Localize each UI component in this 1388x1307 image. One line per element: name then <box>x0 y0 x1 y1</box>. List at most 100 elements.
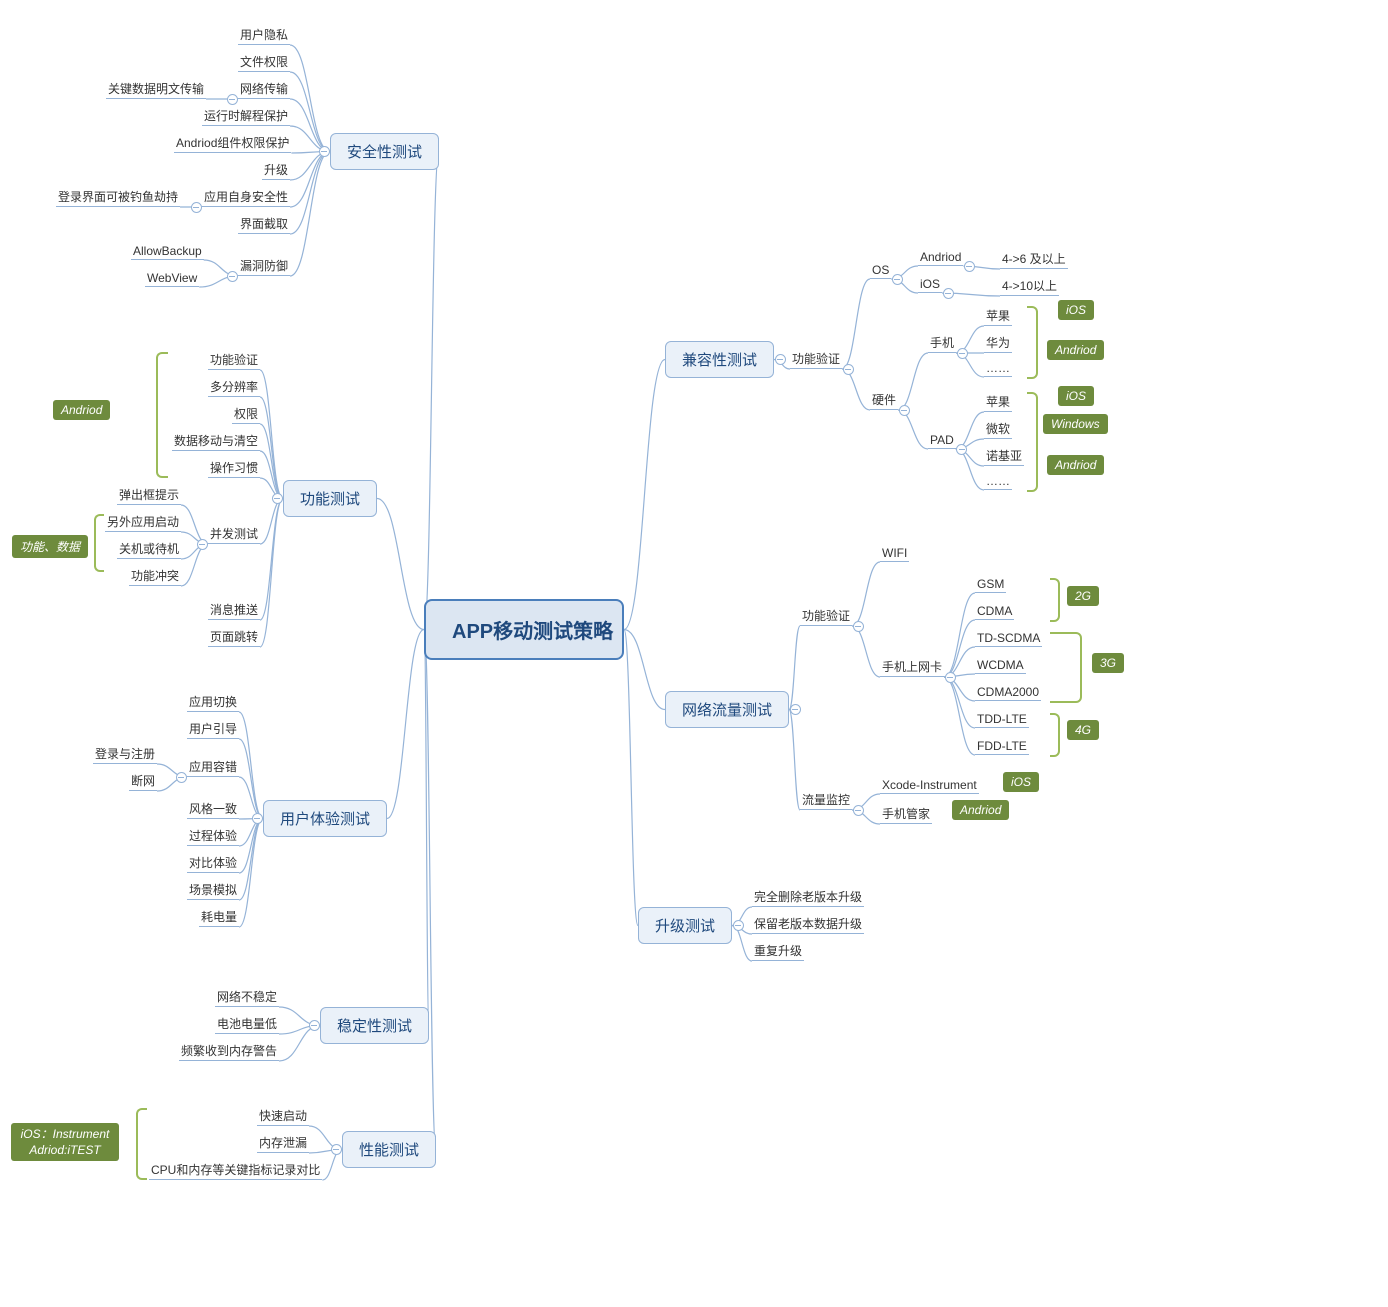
compat-tag-android-1: Andriod <box>1047 340 1104 360</box>
compat-os-android: Andriod <box>918 249 963 266</box>
network-bracket-2g <box>1050 578 1060 622</box>
function-l6b: 另外应用启动 <box>105 512 181 532</box>
function-bracket-2 <box>94 514 104 572</box>
network-c3: TD-SCDMA <box>975 630 1042 647</box>
security-l3-side: 关键数据明文传输 <box>106 79 206 99</box>
function-l4: 数据移动与清空 <box>172 431 260 451</box>
network-wifi: WIFI <box>880 545 909 562</box>
ux-l1: 应用切换 <box>187 692 239 712</box>
ux-l3: 应用容错 <box>187 757 239 777</box>
network-tag-android: Andriod <box>952 800 1009 820</box>
performance-l2: 内存泄漏 <box>257 1133 309 1153</box>
function-l8: 页面跳转 <box>208 627 260 647</box>
network-card: 手机上网卡 <box>880 657 944 677</box>
network-c6: TDD-LTE <box>975 711 1029 728</box>
compat-hw: 硬件 <box>870 390 898 410</box>
ux-l3b: 断网 <box>129 771 157 791</box>
security-l8: 界面截取 <box>238 214 290 234</box>
compat-pad-a: 苹果 <box>984 392 1012 412</box>
compat-bracket-2 <box>1027 392 1038 492</box>
ux-l7: 场景模拟 <box>187 880 239 900</box>
network-bracket-4g <box>1050 713 1060 757</box>
compat-pad-d: …… <box>984 473 1012 490</box>
performance-tag-l2: Adriod:iTEST <box>29 1143 100 1157</box>
function-l7: 消息推送 <box>208 600 260 620</box>
upgrade-l1: 完全删除老版本升级 <box>752 887 864 907</box>
ux-l8: 耗电量 <box>199 907 239 927</box>
stability-l3: 频繁收到内存警告 <box>179 1041 279 1061</box>
upgrade-l2: 保留老版本数据升级 <box>752 914 864 934</box>
network-tag-3g: 3G <box>1092 653 1124 673</box>
function-l3: 权限 <box>232 404 260 424</box>
network-c4: WCDMA <box>975 657 1026 674</box>
function-bracket-1 <box>156 352 168 478</box>
network-c7: FDD-LTE <box>975 738 1029 755</box>
performance-bracket <box>136 1108 147 1180</box>
compat-tag-ios-2: iOS <box>1058 386 1094 406</box>
function-l6d: 功能冲突 <box>129 566 181 586</box>
security-l4: 运行时解程保护 <box>202 106 290 126</box>
function-l1: 功能验证 <box>208 350 260 370</box>
network-c1: GSM <box>975 576 1006 593</box>
ux-l5: 过程体验 <box>187 826 239 846</box>
compat-phone-b: 华为 <box>984 333 1012 353</box>
compat-phone-c: …… <box>984 360 1012 377</box>
network-m1: Xcode-Instrument <box>880 777 979 794</box>
compat-os-android-v: 4->6 及以上 <box>1000 249 1068 269</box>
branch-compat[interactable]: 兼容性测试 <box>665 341 774 378</box>
stability-l1: 网络不稳定 <box>215 987 279 1007</box>
compat-pad-b: 微软 <box>984 419 1012 439</box>
compat-phone-a: 苹果 <box>984 306 1012 326</box>
function-l5: 操作习惯 <box>208 458 260 478</box>
network-c5: CDMA2000 <box>975 684 1041 701</box>
compat-os-ios-v: 4->10以上 <box>1000 276 1059 296</box>
ux-l6: 对比体验 <box>187 853 239 873</box>
branch-performance[interactable]: 性能测试 <box>342 1131 436 1168</box>
security-l6: 升级 <box>262 160 290 180</box>
branch-security[interactable]: 安全性测试 <box>330 133 439 170</box>
upgrade-l3: 重复升级 <box>752 941 804 961</box>
compat-bracket-1 <box>1027 306 1038 379</box>
network-monitor: 流量监控 <box>800 790 852 810</box>
function-tag-funcdata: 功能、数据 <box>12 535 88 558</box>
compat-phone: 手机 <box>928 333 956 353</box>
root-node[interactable]: APP移动测试策略 <box>424 599 624 660</box>
function-l2: 多分辨率 <box>208 377 260 397</box>
performance-l3: CPU和内存等关键指标记录对比 <box>149 1160 322 1180</box>
compat-os: OS <box>870 262 891 279</box>
network-tag-ios: iOS <box>1003 772 1039 792</box>
function-l6: 并发测试 <box>208 524 260 544</box>
security-l3: 网络传输 <box>238 79 290 99</box>
security-l9: 漏洞防御 <box>238 256 290 276</box>
performance-tag-l1: iOS：Instrument <box>21 1127 110 1141</box>
network-m2: 手机管家 <box>880 804 932 824</box>
compat-pad-c: 诺基亚 <box>984 446 1024 466</box>
branch-function[interactable]: 功能测试 <box>283 480 377 517</box>
network-c2: CDMA <box>975 603 1014 620</box>
stability-l2: 电池电量低 <box>215 1014 279 1034</box>
security-l2: 文件权限 <box>238 52 290 72</box>
security-l9-side1: AllowBackup <box>131 243 204 260</box>
security-l9-side2: WebView <box>145 270 199 287</box>
branch-upgrade[interactable]: 升级测试 <box>638 907 732 944</box>
compat-os-ios: iOS <box>918 276 942 293</box>
branch-network[interactable]: 网络流量测试 <box>665 691 789 728</box>
network-tag-4g: 4G <box>1067 720 1099 740</box>
compat-tag-android-2: Andriod <box>1047 455 1104 475</box>
network-bracket-3g <box>1050 632 1082 703</box>
branch-ux[interactable]: 用户体验测试 <box>263 800 387 837</box>
performance-tag: iOS：Instrument Adriod:iTEST <box>11 1123 119 1161</box>
function-l6c: 关机或待机 <box>117 539 181 559</box>
network-tag-2g: 2G <box>1067 586 1099 606</box>
compat-pad: PAD <box>928 432 956 449</box>
compat-tag-windows: Windows <box>1043 414 1108 434</box>
ux-l2: 用户引导 <box>187 719 239 739</box>
compat-main: 功能验证 <box>790 349 842 369</box>
security-l7: 应用自身安全性 <box>202 187 290 207</box>
security-l5: Andriod组件权限保护 <box>174 133 291 153</box>
function-l6a: 弹出框提示 <box>117 485 181 505</box>
branch-stability[interactable]: 稳定性测试 <box>320 1007 429 1044</box>
network-main: 功能验证 <box>800 606 852 626</box>
ux-l4: 风格一致 <box>187 799 239 819</box>
function-tag-android: Andriod <box>53 400 110 420</box>
